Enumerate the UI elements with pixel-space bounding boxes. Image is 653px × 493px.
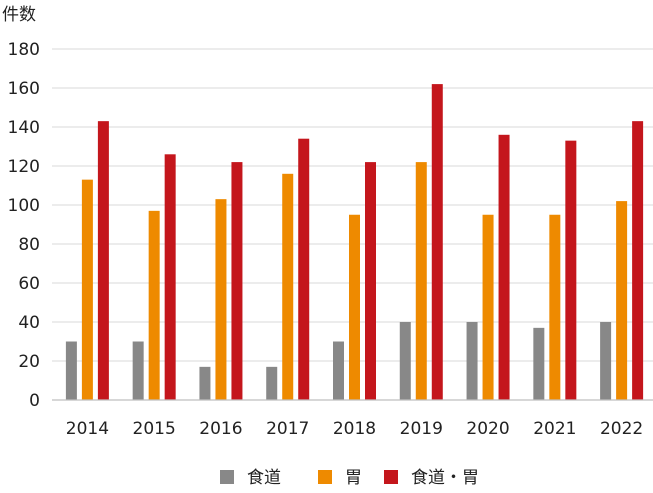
bar-食道-2022	[600, 322, 612, 400]
bar-食道・胃-2014	[97, 121, 109, 401]
legend-swatch-食道・胃	[384, 470, 398, 484]
bar-食道-2021	[533, 327, 545, 400]
bar-食道・胃-2017	[298, 138, 310, 400]
x-tick-label-2021: 2021	[533, 419, 576, 439]
x-tick-label-2015: 2015	[133, 419, 176, 439]
x-tick-label-2014: 2014	[66, 419, 109, 439]
x-tick-label-2019: 2019	[400, 419, 443, 439]
bar-胃-2016	[215, 199, 227, 400]
bar-食道・胃-2018	[365, 162, 376, 400]
legend-label-食道: 食道	[247, 468, 281, 488]
y-tick-label-140: 140	[8, 118, 40, 138]
y-tick-label-100: 100	[8, 196, 40, 216]
bar-食道-2018	[333, 341, 344, 400]
y-tick-label-180: 180	[8, 40, 40, 60]
legend-swatch-食道	[220, 470, 234, 484]
bar-食道-2015	[132, 341, 144, 400]
bar-胃-2018	[349, 214, 360, 400]
legend: 食道 胃 食道・胃	[220, 468, 479, 488]
legend-label-食道・胃: 食道・胃	[411, 468, 479, 488]
bar-胃-2022	[616, 201, 628, 400]
y-tick-label-60: 60	[18, 274, 40, 294]
x-tick-label-2016: 2016	[199, 419, 242, 439]
bar-食道・胃-2021	[565, 140, 577, 400]
x-tick-label-2020: 2020	[466, 419, 509, 439]
x-tick-label-2018: 2018	[333, 419, 376, 439]
bar-食道・胃-2015	[164, 154, 176, 400]
x-tick-label-2017: 2017	[266, 419, 309, 439]
bar-胃-2021	[549, 214, 561, 400]
legend-label-胃: 胃	[345, 468, 362, 488]
bar-食道-2020	[466, 322, 478, 400]
bar-食道-2016	[199, 366, 211, 400]
y-tick-label-40: 40	[18, 313, 40, 333]
legend-swatch-胃	[318, 470, 332, 484]
y-tick-label-160: 160	[8, 79, 40, 99]
bar-胃-2019	[415, 162, 427, 400]
bar-食道-2017	[266, 366, 278, 400]
bar-食道-2014	[65, 341, 77, 400]
y-axis-label: 件数	[2, 5, 36, 25]
y-axis-ticks: 0 20 40 60 80 100 120 140 160 180	[8, 40, 40, 411]
bar-胃-2017	[282, 173, 294, 400]
bar-食道・胃-2022	[632, 121, 644, 401]
bar-食道・胃-2020	[498, 134, 510, 401]
bar-胃-2015	[148, 210, 160, 400]
x-axis-ticks: 2014 2015 2016 2017 2018 2019 2020 2021 2022	[66, 419, 643, 439]
bar-食道-2019	[399, 322, 411, 400]
bars	[65, 84, 644, 401]
bar-胃-2014	[81, 179, 93, 400]
y-tick-label-0: 0	[29, 391, 40, 411]
bar-食道・胃-2016	[231, 162, 243, 400]
x-tick-label-2022: 2022	[600, 419, 643, 439]
bar-食道・胃-2019	[431, 84, 443, 400]
y-tick-label-80: 80	[18, 235, 40, 255]
y-tick-label-20: 20	[18, 352, 40, 372]
y-tick-label-120: 120	[8, 157, 40, 177]
bar-胃-2020	[482, 214, 494, 400]
